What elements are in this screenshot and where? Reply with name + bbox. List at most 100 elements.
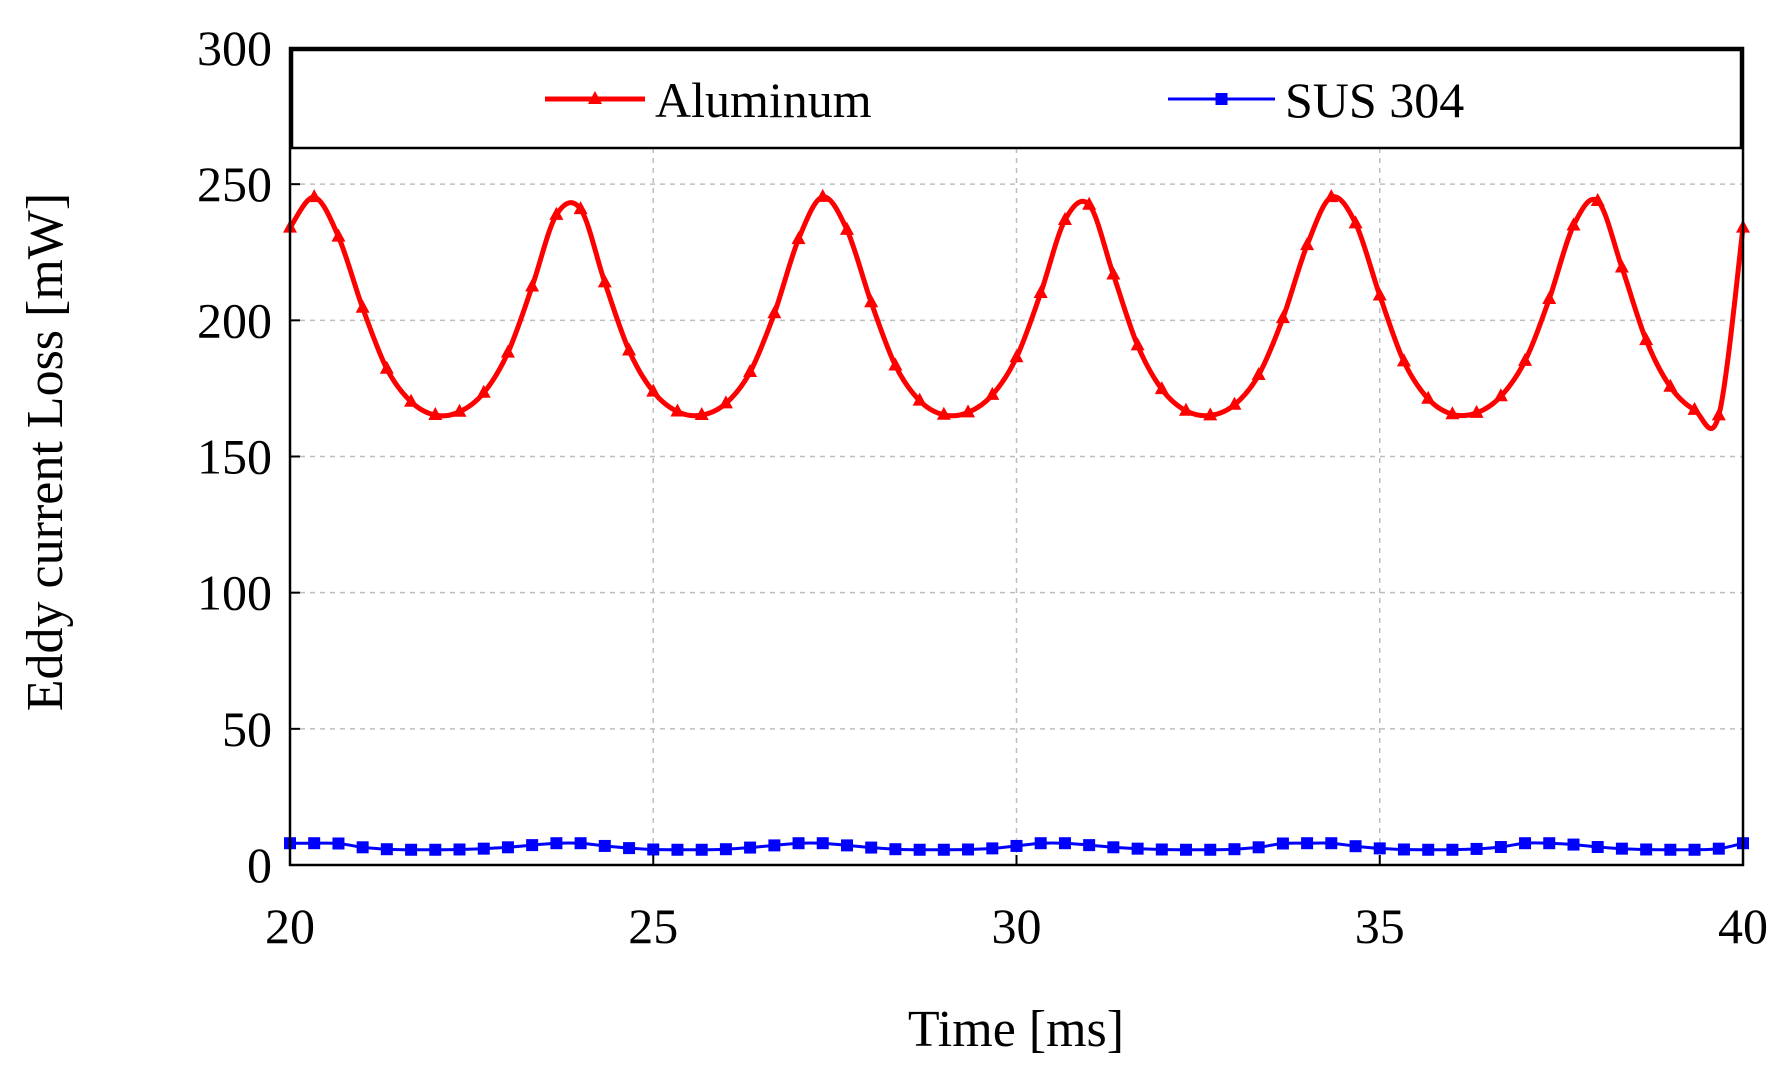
data-point-aluminum-52 bbox=[1542, 291, 1557, 305]
data-point-sus-304-43 bbox=[1325, 837, 1338, 850]
legend-label-sus-304: SUS 304 bbox=[1285, 72, 1464, 128]
data-point-sus-304-25 bbox=[889, 843, 902, 856]
data-point-sus-304-58 bbox=[1688, 843, 1701, 856]
data-point-sus-304-14 bbox=[623, 842, 636, 855]
data-point-aluminum-13 bbox=[597, 274, 612, 288]
data-point-aluminum-15 bbox=[646, 383, 661, 397]
data-point-aluminum-32 bbox=[1057, 212, 1072, 226]
data-point-aluminum-53 bbox=[1566, 217, 1581, 231]
data-point-aluminum-54 bbox=[1590, 192, 1605, 206]
data-point-sus-304-9 bbox=[501, 841, 514, 854]
data-point-aluminum-30 bbox=[1009, 349, 1024, 363]
tick-marks bbox=[289, 47, 1744, 866]
x-axis-label: Time [ms] bbox=[908, 1001, 1124, 1058]
data-point-aluminum-22 bbox=[815, 188, 830, 202]
data-point-aluminum-8 bbox=[476, 384, 491, 398]
data-point-sus-304-47 bbox=[1422, 843, 1435, 856]
data-point-aluminum-12 bbox=[573, 201, 588, 215]
data-point-aluminum-20 bbox=[767, 305, 782, 319]
data-point-aluminum-47 bbox=[1421, 390, 1436, 404]
y-tick-label-300: 300 bbox=[197, 20, 272, 76]
data-point-sus-304-54 bbox=[1591, 841, 1604, 854]
legend-marker-aluminum bbox=[588, 90, 602, 104]
data-point-sus-304-32 bbox=[1058, 837, 1071, 850]
data-point-sus-304-42 bbox=[1301, 837, 1314, 850]
data-point-aluminum-31 bbox=[1033, 285, 1048, 299]
x-tick-labels: 20 25 30 35 40 bbox=[265, 898, 1768, 954]
data-point-aluminum-39 bbox=[1227, 396, 1242, 410]
data-point-sus-304-15 bbox=[647, 843, 660, 856]
data-point-sus-304-13 bbox=[598, 839, 611, 852]
x-tick-label-35: 35 bbox=[1355, 898, 1405, 954]
data-point-sus-304-5 bbox=[405, 843, 418, 856]
data-point-aluminum-51 bbox=[1518, 352, 1533, 366]
x-tick-label-25: 25 bbox=[628, 898, 678, 954]
data-point-sus-304-48 bbox=[1446, 843, 1459, 856]
y-tick-label-250: 250 bbox=[197, 156, 272, 212]
data-point-aluminum-6 bbox=[428, 407, 443, 421]
grid-lines bbox=[290, 48, 1743, 865]
data-point-sus-304-30 bbox=[1010, 839, 1023, 852]
data-point-sus-304-12 bbox=[574, 837, 587, 850]
data-point-aluminum-44 bbox=[1348, 215, 1363, 229]
data-point-aluminum-46 bbox=[1396, 353, 1411, 367]
data-point-aluminum-14 bbox=[622, 342, 637, 356]
legend-sample-sus-304 bbox=[1168, 93, 1275, 105]
data-point-sus-304-35 bbox=[1131, 842, 1144, 855]
data-point-sus-304-34 bbox=[1107, 841, 1120, 854]
data-point-sus-304-16 bbox=[671, 843, 684, 856]
legend: Aluminum SUS 304 bbox=[290, 48, 1743, 150]
x-tick-label-20: 20 bbox=[265, 898, 315, 954]
data-point-sus-304-40 bbox=[1252, 841, 1265, 854]
data-point-aluminum-28 bbox=[961, 404, 976, 418]
y-tick-label-0: 0 bbox=[247, 837, 272, 893]
data-point-sus-304-24 bbox=[865, 841, 878, 854]
data-point-aluminum-41 bbox=[1275, 310, 1290, 324]
data-point-sus-304-11 bbox=[550, 837, 563, 850]
data-point-aluminum-11 bbox=[549, 206, 564, 220]
series-layer bbox=[283, 188, 1750, 856]
data-point-aluminum-17 bbox=[694, 407, 709, 421]
data-point-sus-304-21 bbox=[792, 837, 805, 850]
data-point-aluminum-55 bbox=[1614, 259, 1629, 273]
data-point-sus-304-36 bbox=[1155, 843, 1168, 856]
data-point-aluminum-57 bbox=[1663, 378, 1678, 392]
data-point-sus-304-20 bbox=[768, 839, 781, 852]
data-point-aluminum-16 bbox=[670, 403, 685, 417]
data-point-sus-304-3 bbox=[356, 841, 369, 854]
data-point-sus-304-44 bbox=[1349, 840, 1362, 853]
data-point-sus-304-37 bbox=[1179, 843, 1192, 856]
data-point-aluminum-29 bbox=[985, 386, 1000, 400]
data-point-sus-304-50 bbox=[1494, 841, 1507, 854]
y-axis-label: Eddy current Loss [mW] bbox=[17, 193, 74, 711]
data-point-sus-304-57 bbox=[1664, 843, 1677, 856]
data-point-sus-304-27 bbox=[937, 843, 950, 856]
data-point-sus-304-1 bbox=[308, 837, 321, 850]
data-point-aluminum-56 bbox=[1639, 332, 1654, 346]
data-point-sus-304-56 bbox=[1640, 843, 1653, 856]
data-point-sus-304-7 bbox=[453, 843, 466, 856]
y-tick-label-200: 200 bbox=[197, 292, 272, 348]
x-tick-label-30: 30 bbox=[992, 898, 1042, 954]
data-point-aluminum-9 bbox=[500, 344, 515, 358]
data-point-sus-304-10 bbox=[526, 839, 539, 852]
data-point-aluminum-5 bbox=[404, 393, 419, 407]
data-point-sus-304-59 bbox=[1712, 842, 1725, 855]
data-point-sus-304-31 bbox=[1034, 837, 1047, 850]
data-point-aluminum-26 bbox=[912, 392, 927, 406]
data-point-aluminum-19 bbox=[743, 364, 758, 378]
data-point-aluminum-36 bbox=[1154, 381, 1169, 395]
data-point-sus-304-38 bbox=[1204, 843, 1217, 856]
data-point-aluminum-48 bbox=[1445, 406, 1460, 420]
data-point-sus-304-18 bbox=[719, 843, 732, 856]
y-tick-label-50: 50 bbox=[222, 701, 272, 757]
data-point-sus-304-19 bbox=[744, 841, 757, 854]
data-point-sus-304-29 bbox=[986, 842, 999, 855]
legend-label-aluminum: Aluminum bbox=[655, 72, 872, 128]
data-point-aluminum-34 bbox=[1106, 266, 1121, 280]
data-point-sus-304-8 bbox=[477, 842, 490, 855]
data-point-aluminum-43 bbox=[1324, 189, 1339, 203]
data-point-aluminum-18 bbox=[718, 395, 733, 409]
series-sus-304 bbox=[284, 837, 1749, 856]
